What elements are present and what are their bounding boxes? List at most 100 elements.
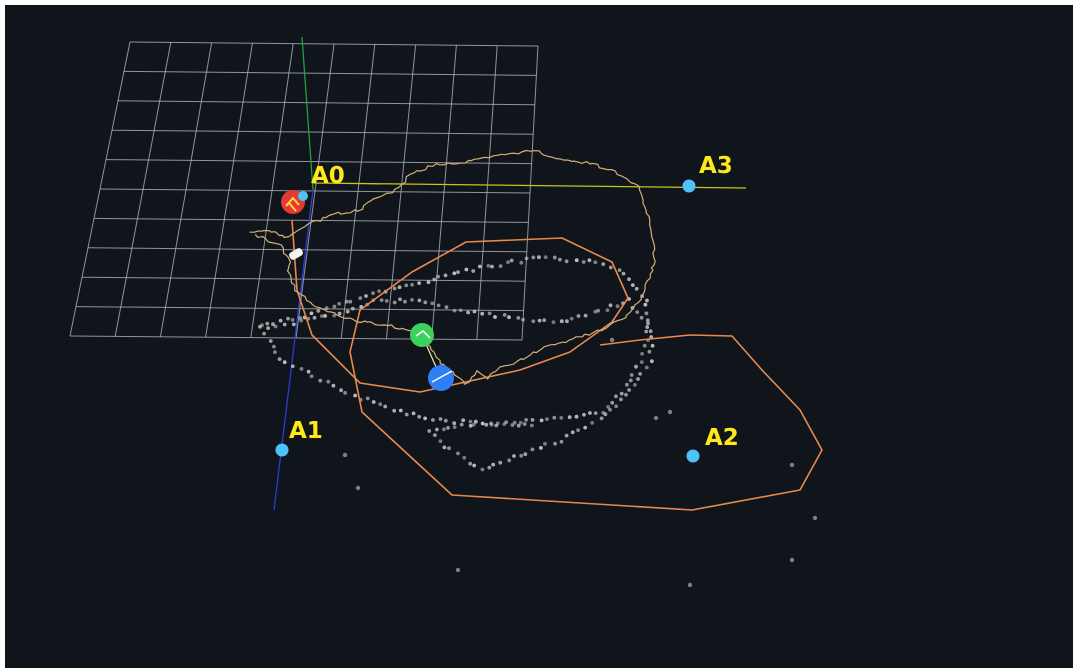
point-cloud-dot: [461, 418, 466, 423]
point-cloud-dot: [559, 439, 564, 444]
point-cloud-dot: [291, 322, 296, 327]
point-cloud-dot: [567, 415, 572, 420]
point-cloud-dot: [417, 414, 422, 419]
point-cloud-dot: [512, 454, 516, 458]
point-cloud-dot: [588, 411, 592, 415]
point-cloud-dot: [277, 357, 282, 361]
point-cloud-dot: [455, 567, 461, 573]
point-cloud-dot: [456, 451, 460, 456]
point-cloud-dot: [574, 258, 579, 263]
point-cloud: [258, 255, 818, 588]
anchor-a3-marker[interactable]: [682, 179, 696, 193]
point-cloud-dot: [614, 404, 618, 409]
point-cloud-dot: [599, 416, 604, 421]
z-axis-line: [273, 189, 314, 511]
robot-marker[interactable]: [428, 365, 454, 391]
point-cloud-dot: [379, 298, 384, 302]
point-cloud-dot: [480, 311, 485, 316]
point-cloud-dot: [531, 319, 536, 324]
point-cloud-dot: [447, 446, 451, 451]
point-cloud-dot: [518, 420, 523, 425]
point-cloud-dot: [667, 409, 673, 415]
tag-marker[interactable]: [410, 323, 434, 347]
point-cloud-dot: [559, 416, 564, 420]
point-cloud-dot: [397, 285, 402, 290]
point-cloud-dot: [438, 417, 443, 421]
point-cloud-dot: [539, 446, 543, 450]
point-cloud-dot: [472, 309, 477, 314]
anchor-a1-marker[interactable]: [275, 443, 289, 457]
point-cloud-dot: [627, 388, 631, 392]
point-cloud-dot: [316, 309, 321, 313]
point-cloud-dot: [593, 260, 598, 265]
point-cloud-dot: [812, 515, 818, 521]
point-cloud-dot: [266, 326, 270, 330]
point-cloud-dot: [443, 273, 448, 278]
anchor-a3-label: A3: [699, 153, 733, 179]
point-cloud-dot: [510, 423, 515, 427]
point-cloud-dot: [543, 255, 548, 260]
point-cloud-dot: [438, 439, 443, 444]
point-cloud-dot: [519, 453, 524, 458]
point-cloud-dot: [324, 306, 329, 310]
point-cloud-dot: [539, 418, 544, 423]
point-cloud-dot: [278, 318, 283, 323]
point-cloud-dot: [638, 372, 642, 376]
point-cloud-dot: [468, 423, 473, 428]
point-cloud-dot: [582, 412, 586, 417]
point-cloud-dot: [537, 318, 542, 323]
point-cloud-dot: [410, 282, 414, 287]
point-cloud-dot: [404, 283, 409, 288]
point-cloud-dot: [593, 309, 598, 314]
point-cloud-dot: [619, 391, 624, 396]
point-cloud-dot: [427, 429, 432, 433]
point-cloud-dot: [350, 306, 355, 311]
point-cloud-dot: [559, 319, 564, 324]
point-cloud-dot: [606, 405, 610, 409]
point-cloud-dot: [452, 271, 457, 276]
point-cloud-dot: [537, 255, 541, 260]
point-cloud-dot: [332, 304, 337, 309]
point-cloud-dot: [403, 299, 407, 304]
point-cloud-dot: [639, 315, 644, 320]
point-cloud-dot: [282, 360, 287, 365]
point-cloud-dot: [411, 411, 416, 416]
point-cloud-dot: [639, 360, 644, 364]
scene-canvas[interactable]: A0 A1 A2 A3: [5, 5, 1073, 668]
point-cloud-dot: [436, 303, 441, 308]
point-cloud-dot: [576, 428, 580, 432]
point-cloud-dot: [574, 414, 579, 419]
point-cloud-dot: [524, 256, 529, 261]
point-cloud-dot: [687, 582, 693, 588]
point-cloud-dot: [273, 324, 278, 329]
point-cloud-dot: [430, 301, 435, 306]
3d-viewport[interactable]: A0 A1 A2 A3: [5, 5, 1073, 668]
point-cloud-dot: [462, 455, 467, 460]
point-cloud-dot: [644, 329, 649, 334]
point-cloud-dot: [498, 460, 503, 465]
point-cloud-dot: [634, 286, 639, 291]
point-cloud-dot: [299, 367, 304, 371]
point-cloud-dot: [426, 280, 431, 285]
point-cloud-dot: [634, 364, 638, 369]
point-cloud-dot: [635, 310, 640, 314]
point-cloud-dot: [628, 378, 633, 383]
point-cloud-dot: [473, 419, 478, 424]
point-cloud-dot: [507, 315, 511, 320]
point-cloud-dot: [650, 359, 654, 364]
point-cloud-dot: [542, 318, 547, 323]
point-cloud-dot: [610, 400, 615, 405]
point-cloud-dot: [323, 314, 327, 318]
point-cloud-dot: [337, 311, 342, 316]
point-cloud-dot: [480, 421, 485, 426]
point-cloud-dot: [487, 465, 492, 470]
point-cloud-dot: [569, 316, 574, 321]
point-cloud-dot: [486, 264, 491, 268]
point-cloud-dot: [466, 310, 470, 315]
point-cloud-dot: [490, 264, 494, 269]
point-cloud-dot: [487, 311, 492, 316]
point-cloud-dot: [649, 335, 654, 339]
point-cloud-dot: [630, 283, 635, 287]
anchor-a2-marker[interactable]: [686, 449, 700, 463]
point-cloud-dot: [615, 304, 620, 309]
